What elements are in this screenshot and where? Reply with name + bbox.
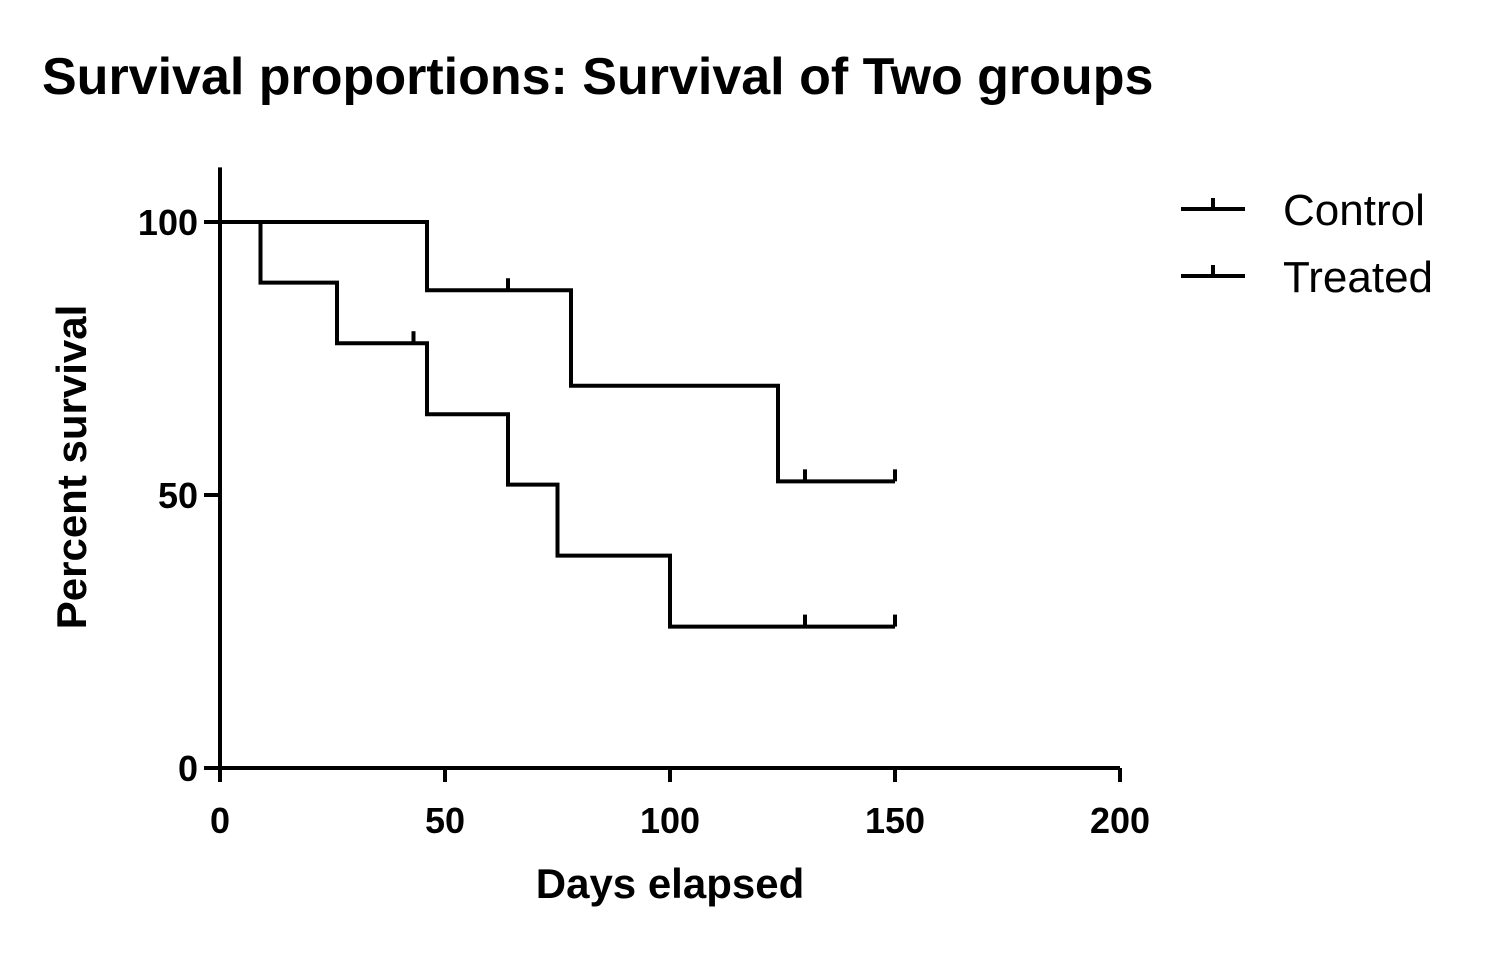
x-tick-label: 200 <box>1090 800 1150 841</box>
legend-label-control: Control <box>1283 186 1425 235</box>
y-axis-label: Percent survival <box>48 305 95 630</box>
series-line-treated <box>220 220 895 629</box>
legend: Control Treated <box>1181 186 1433 302</box>
y-tick-label: 100 <box>138 202 198 243</box>
chart-title: Survival proportions: Survival of Two gr… <box>42 48 1153 106</box>
x-axis-label: Days elapsed <box>536 860 805 907</box>
x-tick-label: 150 <box>865 800 925 841</box>
legend-label-treated: Treated <box>1283 253 1433 302</box>
x-ticks: 0 50 100 150 200 <box>210 768 1150 841</box>
x-tick-label: 0 <box>210 800 230 841</box>
y-tick-label: 50 <box>158 475 198 516</box>
y-ticks: 0 50 100 <box>138 202 220 789</box>
axes <box>204 167 1120 770</box>
x-tick-label: 100 <box>640 800 700 841</box>
y-tick-label: 0 <box>178 748 198 789</box>
x-tick-label: 50 <box>425 800 465 841</box>
series-line-control <box>220 220 895 484</box>
series-group <box>220 220 897 629</box>
